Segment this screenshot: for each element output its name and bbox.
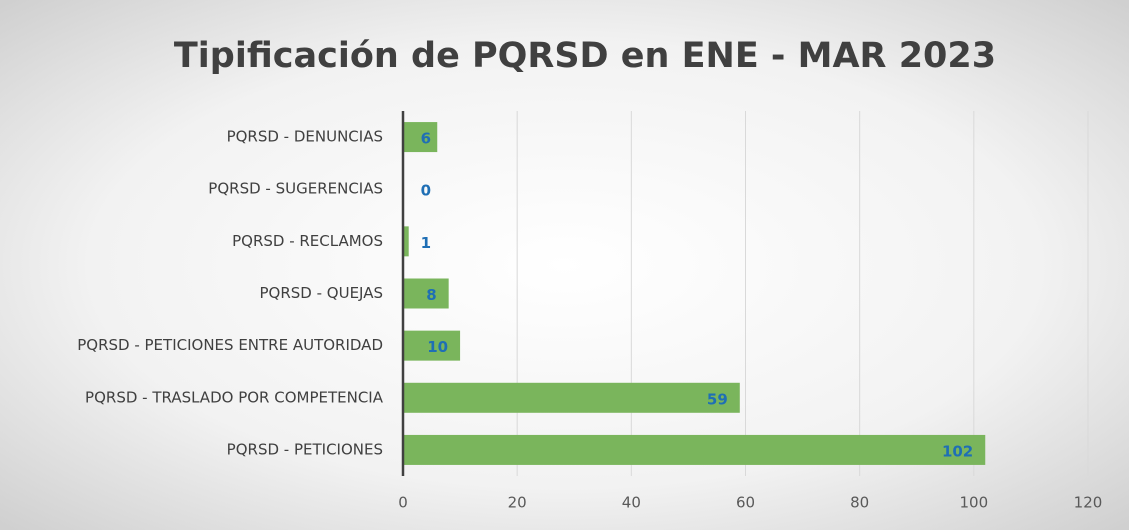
bar bbox=[403, 434, 986, 465]
bar bbox=[403, 278, 449, 309]
x-tick-label: 40 bbox=[622, 494, 641, 512]
y-tick-label: PQRSD - SUGERENCIAS bbox=[208, 180, 383, 198]
x-tick-label: 100 bbox=[960, 494, 989, 512]
bar bbox=[403, 122, 438, 153]
x-tick-label: 80 bbox=[850, 494, 869, 512]
y-tick-label: PQRSD - QUEJAS bbox=[259, 284, 383, 302]
data-label: 59 bbox=[707, 390, 728, 408]
y-tick-label: PQRSD - DENUNCIAS bbox=[227, 128, 383, 146]
y-tick-label: PQRSD - RECLAMOS bbox=[232, 232, 383, 250]
data-label: 8 bbox=[426, 286, 436, 304]
data-label: 0 bbox=[421, 182, 431, 200]
data-label: 6 bbox=[421, 130, 431, 148]
bar bbox=[403, 226, 409, 257]
x-tick-label: 0 bbox=[398, 494, 408, 512]
y-tick-label: PQRSD - PETICIONES bbox=[227, 440, 383, 458]
x-tick-label: 20 bbox=[508, 494, 527, 512]
chart-title: Tipificación de PQRSD en ENE - MAR 2023 bbox=[174, 36, 996, 76]
data-label: 102 bbox=[942, 442, 973, 460]
y-tick-label: PQRSD - PETICIONES ENTRE AUTORIDAD bbox=[77, 336, 383, 354]
bar bbox=[403, 330, 461, 361]
x-tick-label: 60 bbox=[736, 494, 755, 512]
y-tick-label: PQRSD - TRASLADO POR COMPETENCIA bbox=[85, 388, 384, 406]
bar bbox=[403, 382, 740, 413]
data-label: 10 bbox=[427, 338, 448, 356]
x-tick-label: 120 bbox=[1074, 494, 1103, 512]
data-label: 1 bbox=[421, 234, 431, 252]
